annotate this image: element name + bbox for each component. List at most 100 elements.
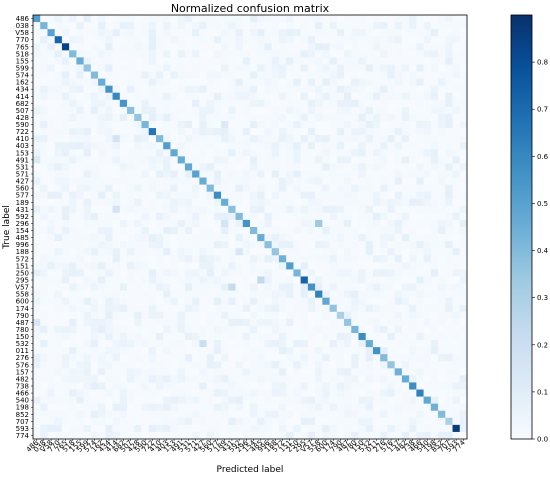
heatmap-cell	[322, 269, 330, 277]
heatmap-cell	[438, 184, 446, 192]
heatmap-cell	[33, 99, 41, 108]
heatmap-cell	[69, 255, 77, 263]
heatmap-cell	[134, 396, 142, 404]
heatmap-cell	[445, 304, 453, 313]
heatmap-cell	[127, 304, 135, 313]
heatmap-cell	[315, 325, 323, 334]
heatmap-cell	[90, 149, 99, 157]
heatmap-cell	[438, 135, 446, 143]
heatmap-cell	[61, 29, 70, 37]
heatmap-cell	[452, 333, 461, 341]
heatmap-cell	[47, 15, 55, 23]
heatmap-cell	[112, 184, 121, 192]
heatmap-cell	[336, 113, 345, 122]
heatmap-cell	[119, 417, 128, 426]
heatmap-cell	[40, 283, 48, 291]
heatmap-cell	[293, 156, 301, 164]
heatmap-cell	[315, 241, 323, 249]
heatmap-cell	[105, 318, 113, 327]
heatmap-cell	[69, 212, 77, 221]
heatmap-cell	[206, 234, 215, 242]
heatmap-cell	[430, 262, 439, 270]
heatmap-cell	[452, 255, 461, 263]
heatmap-cell	[76, 311, 84, 320]
heatmap-cell	[221, 15, 229, 23]
heatmap-cell	[365, 403, 374, 412]
heatmap-cell	[76, 36, 84, 44]
heatmap-cell	[416, 78, 424, 86]
heatmap-cell	[105, 403, 113, 412]
heatmap-cell	[293, 15, 301, 23]
heatmap-cell	[394, 212, 403, 221]
heatmap-cell	[401, 325, 410, 334]
heatmap-cell	[177, 304, 186, 313]
heatmap-cell	[264, 290, 272, 298]
heatmap-cell	[401, 149, 410, 157]
heatmap-cell	[387, 219, 395, 228]
heatmap-cell	[235, 177, 244, 185]
heatmap-cell	[235, 212, 244, 221]
heatmap-cell	[423, 15, 432, 23]
heatmap-cell	[184, 283, 193, 291]
heatmap-cell	[155, 142, 164, 150]
heatmap-cell	[365, 354, 374, 362]
heatmap-cell	[40, 99, 48, 108]
heatmap-cell	[177, 184, 186, 192]
heatmap-cell	[98, 389, 106, 397]
heatmap-cell	[105, 297, 113, 306]
heatmap-cell	[90, 205, 99, 214]
heatmap-cell	[228, 64, 236, 72]
heatmap-cell	[163, 135, 171, 143]
heatmap-cell	[76, 15, 84, 23]
heatmap-cell	[344, 43, 352, 51]
heatmap-cell	[409, 106, 417, 115]
heatmap-cell	[322, 304, 330, 313]
heatmap-cell	[105, 361, 113, 369]
heatmap-cell	[98, 417, 106, 426]
heatmap-cell	[423, 248, 432, 256]
heatmap-cell	[228, 135, 236, 143]
heatmap-cell	[155, 106, 164, 115]
heatmap-cell	[134, 269, 142, 277]
heatmap-cell	[98, 43, 106, 51]
heatmap-cell	[221, 142, 229, 150]
heatmap-cell	[69, 128, 77, 136]
heatmap-cell	[430, 333, 439, 341]
heatmap-cell	[112, 269, 121, 277]
heatmap-cell	[387, 121, 395, 129]
heatmap-cell	[69, 389, 77, 397]
heatmap-cell	[387, 177, 395, 185]
heatmap-cell	[286, 85, 294, 94]
heatmap-cell	[221, 424, 229, 433]
heatmap-cell	[235, 106, 244, 115]
heatmap-cell	[452, 269, 461, 277]
heatmap-cell	[83, 403, 92, 412]
heatmap-cell	[250, 431, 258, 440]
heatmap-cell	[235, 311, 244, 320]
heatmap-cell	[184, 311, 193, 320]
heatmap-cell	[351, 99, 359, 108]
heatmap-cell	[119, 354, 128, 362]
heatmap-cell	[112, 121, 121, 129]
heatmap-cell	[452, 417, 461, 426]
heatmap-cell	[61, 290, 70, 298]
heatmap-cell	[315, 36, 323, 44]
colorbar-tick-label: 0.8	[537, 59, 548, 67]
heatmap-cell	[409, 431, 417, 440]
heatmap-cell	[127, 234, 135, 242]
heatmap-cell	[134, 85, 142, 94]
heatmap-cell	[278, 304, 287, 313]
y-tick-label: 410	[16, 135, 29, 143]
heatmap-cell	[271, 113, 280, 122]
heatmap-cell	[69, 375, 77, 383]
heatmap-cell	[33, 43, 41, 51]
heatmap-cell	[47, 85, 55, 94]
heatmap-cell	[112, 276, 121, 284]
heatmap-cell	[380, 361, 388, 369]
heatmap-cell	[329, 149, 338, 157]
heatmap-cell	[83, 135, 92, 143]
heatmap-cell	[430, 99, 439, 108]
heatmap-cell	[83, 184, 92, 192]
heatmap-cell	[127, 382, 135, 390]
heatmap-cell	[257, 375, 265, 383]
